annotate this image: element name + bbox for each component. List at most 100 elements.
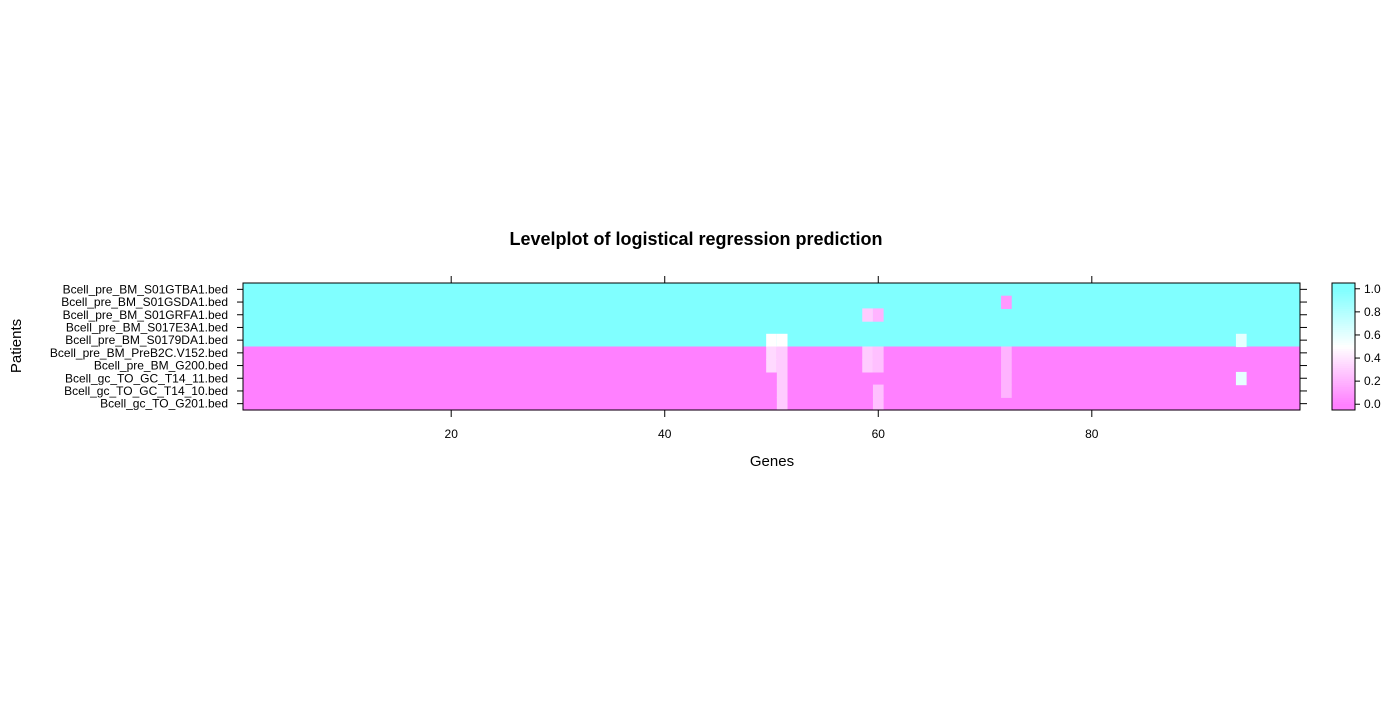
x-axis-label: Genes: [750, 453, 794, 470]
heatmap-cell: [1235, 333, 1247, 348]
color-key-segment: [1332, 333, 1355, 337]
x-tick-label: 60: [872, 427, 886, 441]
color-key-segment: [1332, 325, 1355, 328]
color-key-segment: [1332, 318, 1355, 322]
row-band: [243, 321, 1300, 335]
heatmap-cell: [776, 333, 788, 348]
x-tick-label: 80: [1085, 427, 1099, 441]
color-key-segment: [1332, 335, 1355, 339]
color-key-segment: [1332, 310, 1355, 314]
heatmap-cell: [872, 384, 884, 398]
y-tick-label: Bcell_pre_BM_S0179DA1.bed: [65, 333, 228, 347]
row-band: [243, 295, 1300, 309]
y-tick-label: Bcell_pre_BM_S01GRFA1.bed: [63, 308, 228, 322]
y-axis: Bcell_pre_BM_S01GTBA1.bed Bcell_pre_BM_S0…: [50, 282, 1307, 411]
color-key-segment: [1332, 297, 1355, 301]
color-key-segment: [1332, 399, 1355, 403]
color-key-label: 1.0: [1364, 282, 1381, 296]
color-key-segment: [1332, 329, 1355, 333]
color-key-segment: [1332, 308, 1355, 312]
color-key-segment: [1332, 285, 1355, 288]
heatmap-cell: [1001, 359, 1012, 373]
heatmap-cell: [776, 384, 788, 398]
y-tick-label: Bcell_gc_TO_GC_T14_11.bed: [65, 371, 228, 385]
color-key-segment: [1332, 293, 1355, 297]
color-key-segment: [1332, 359, 1355, 362]
y-tick-label: Bcell_pre_BM_G200.bed: [94, 359, 228, 373]
heatmap-cell: [1001, 371, 1012, 386]
heatmap-cell: [1001, 346, 1012, 360]
heatmap-cell: [862, 308, 873, 322]
color-key-segment: [1332, 367, 1355, 371]
color-key-segment: [1332, 382, 1355, 386]
row-band: [243, 283, 1300, 297]
color-key-segment: [1332, 393, 1355, 396]
heatmap-cell: [766, 359, 777, 373]
color-key-segment: [1332, 386, 1355, 390]
heatmap-cell: [1235, 371, 1247, 386]
color-key-segment: [1332, 316, 1355, 320]
color-key-segment: [1332, 327, 1355, 331]
color-key-segment: [1332, 397, 1355, 400]
color-key-segment: [1332, 407, 1355, 411]
row-band: [243, 397, 1300, 411]
heatmap-cell: [1001, 295, 1012, 309]
color-key-segment: [1332, 403, 1355, 407]
color-key-segment: [1332, 302, 1355, 305]
color-key-segment: [1332, 283, 1355, 286]
color-key-segment: [1332, 342, 1355, 345]
heatmap-cell: [1001, 384, 1012, 398]
heatmap-cell: [862, 359, 873, 373]
color-key-segment: [1332, 388, 1355, 392]
color-key-segment: [1332, 344, 1355, 347]
color-key-segment: [1332, 376, 1355, 379]
heatmap-cell: [776, 359, 788, 373]
color-key-border: [1331, 282, 1356, 411]
color-key-segment: [1332, 331, 1355, 335]
color-key-segment: [1332, 390, 1355, 394]
y-tick-label: Bcell_pre_BM_S017E3A1.bed: [66, 320, 228, 334]
color-key-segment: [1332, 384, 1355, 388]
row-band: [243, 384, 1300, 398]
color-key-segment: [1332, 291, 1355, 295]
row-band: [243, 371, 1300, 386]
heatmap-cell: [766, 346, 777, 360]
color-key-segment: [1332, 304, 1355, 307]
color-key-segment: [1332, 354, 1355, 358]
heatmap-cells: [243, 283, 1300, 411]
color-key-label: 0.8: [1364, 305, 1381, 319]
color-key-segment: [1332, 361, 1355, 364]
panel-border: [242, 282, 1301, 411]
color-key-segment: [1332, 306, 1355, 309]
color-key-segment: [1332, 323, 1355, 326]
y-axis-label: Patients: [8, 319, 25, 373]
color-key-label: 0.0: [1364, 397, 1381, 411]
color-key-segment: [1332, 346, 1355, 350]
heatmap-cell: [872, 397, 884, 411]
color-key-segment: [1332, 340, 1355, 343]
color-key-segment: [1332, 395, 1355, 398]
color-key-segment: [1332, 289, 1355, 292]
color-key-segment: [1332, 380, 1355, 383]
x-tick-label: 20: [445, 427, 459, 441]
color-key-label: 0.2: [1364, 374, 1381, 388]
row-band: [243, 308, 1300, 322]
color-key-segment: [1332, 348, 1355, 352]
color-key-segment: [1332, 363, 1355, 367]
color-key-segment: [1332, 365, 1355, 369]
y-tick-label: Bcell_pre_BM_S01GTBA1.bed: [63, 282, 228, 296]
color-key-segment: [1332, 321, 1355, 324]
heatmap-cell: [776, 397, 788, 411]
heatmap-cell: [872, 359, 884, 373]
color-key-segment: [1332, 401, 1355, 405]
color-key-segment: [1332, 314, 1355, 318]
heatmap-cell: [776, 371, 788, 386]
color-key: 0.0 0.2 0.4 0.6 0.8 1.0: [1331, 282, 1381, 411]
color-key-segment: [1332, 369, 1355, 373]
heatmap-cell: [862, 346, 873, 360]
heatmap-cell: [872, 346, 884, 360]
x-tick-label: 40: [658, 427, 672, 441]
chart-title: Levelplot of logistical regression predi…: [509, 229, 882, 249]
color-key-segment: [1332, 357, 1355, 360]
